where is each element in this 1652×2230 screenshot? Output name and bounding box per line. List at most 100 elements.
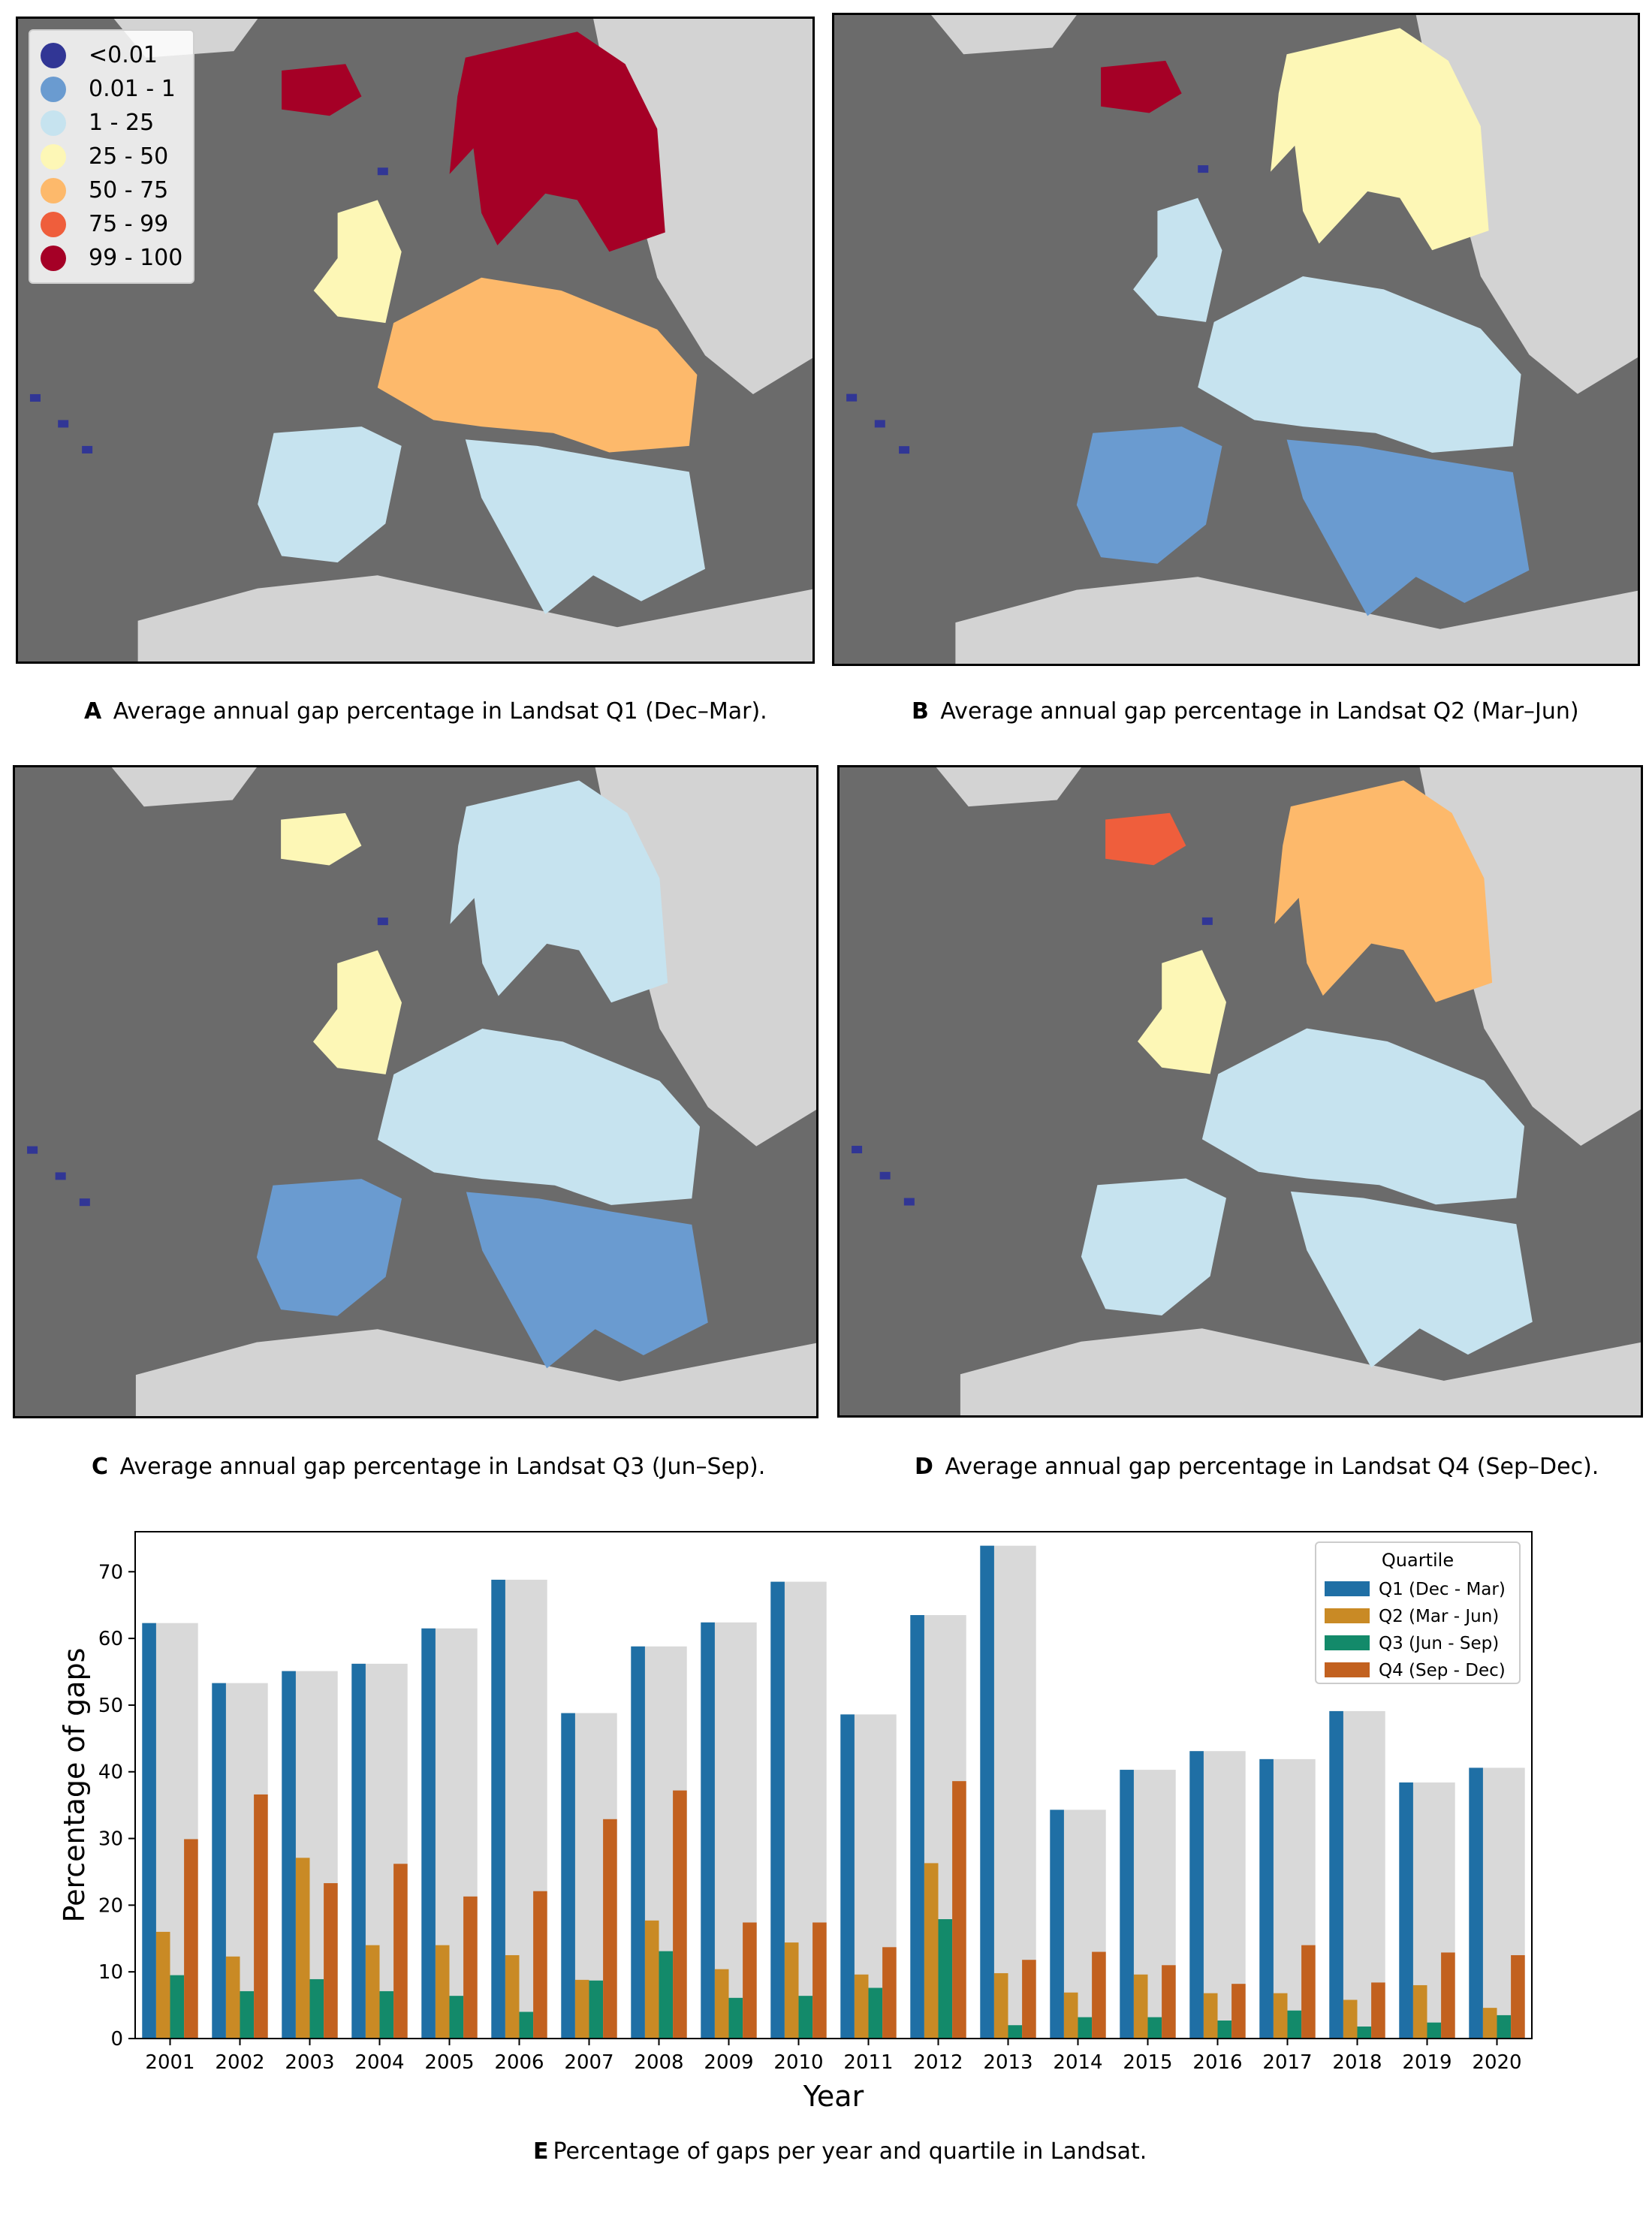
- island-cell: [55, 1172, 66, 1180]
- bar-q1: [1120, 1770, 1134, 2039]
- bar-q2: [295, 1858, 310, 2039]
- legend-item: <0.01: [41, 38, 182, 72]
- bar-q2: [1203, 1993, 1218, 2039]
- map-region-iceland: [281, 812, 362, 866]
- map-region-central: [1198, 276, 1521, 453]
- legend-label: 1 - 25: [89, 110, 155, 136]
- x-tick-label: 2002: [215, 2051, 264, 2074]
- bar-q4: [1092, 1951, 1106, 2039]
- island-cell: [1198, 165, 1209, 173]
- y-tick-label: 20: [98, 1894, 123, 1917]
- bar-q1: [1329, 1710, 1343, 2039]
- island-cell: [879, 1171, 891, 1180]
- bar-q2: [1343, 1999, 1358, 2039]
- bar-q2: [784, 1942, 799, 2039]
- bar-q4: [1371, 1982, 1385, 2039]
- legend-item: 25 - 50: [41, 140, 182, 173]
- legend-label: 50 - 75: [89, 177, 169, 203]
- legend-swatch: [41, 76, 66, 102]
- x-tick-label: 2009: [704, 2051, 753, 2074]
- africa-land: [960, 1328, 1641, 1415]
- bar-q3: [1287, 2010, 1302, 2039]
- caption-letter: E: [533, 2138, 549, 2165]
- bar-q2: [1063, 1992, 1078, 2039]
- map-panel-c: [13, 765, 818, 1418]
- bar-chart: 0 10 20 30 40 50 60 70 2001 2002 2003 2004 2005 2006 2…: [58, 1531, 1533, 2113]
- caption-text: Average annual gap percentage in Landsat…: [945, 1454, 1599, 1480]
- bar-q3: [379, 1990, 394, 2039]
- bar-q3: [240, 1990, 255, 2039]
- y-tick-label: 0: [110, 2028, 123, 2051]
- bar-q1: [910, 1615, 924, 2039]
- bar-q3: [1008, 2025, 1023, 2039]
- legend-swatch: [41, 245, 66, 271]
- y-tick-label: 60: [98, 1628, 123, 1650]
- y-tick-label: 40: [98, 1761, 123, 1784]
- map-region-iceland: [1105, 812, 1186, 866]
- bar-q4: [1441, 1952, 1455, 2039]
- island-cell: [903, 1198, 915, 1206]
- map-region-scandinavia: [450, 780, 668, 1003]
- legend-item: 99 - 100: [41, 241, 182, 275]
- plot-frame: [134, 1531, 1533, 2039]
- bar-q4: [673, 1790, 687, 2039]
- legend-entry: Q1 (Dec - Mar): [1379, 1580, 1506, 1599]
- island-cell: [82, 445, 93, 454]
- map-region-italy-balkans: [466, 1192, 708, 1369]
- bar-q4: [1231, 1984, 1246, 2039]
- map-region-scandinavia: [1271, 28, 1489, 251]
- bar-q4: [952, 1781, 966, 2039]
- map-region-iberia: [1081, 1178, 1226, 1315]
- legend-label: 25 - 50: [89, 143, 169, 170]
- x-tick-label: 2008: [634, 2051, 683, 2074]
- bar-q3: [728, 1997, 743, 2039]
- map-region-scandinavia: [1274, 780, 1493, 1002]
- map-a-canvas: [29, 19, 812, 661]
- caption-b: B Average annual gap percentage in Lands…: [912, 698, 1579, 725]
- bar-q4: [743, 1922, 757, 2039]
- legend-entry: Q4 (Sep - Dec): [1379, 1661, 1506, 1680]
- island-cell: [852, 1146, 863, 1154]
- africa-land: [135, 1329, 816, 1416]
- map-panel-b: [832, 13, 1640, 666]
- legend-swatch: [41, 177, 66, 203]
- map-region-iberia: [258, 426, 402, 563]
- caption-letter: B: [912, 698, 929, 725]
- bar-q3: [449, 1996, 464, 2039]
- map-b-canvas: [846, 15, 1638, 664]
- map-region-central: [377, 1029, 700, 1205]
- x-tick-label: 2018: [1332, 2051, 1382, 2074]
- legend-label: 0.01 - 1: [89, 76, 176, 102]
- x-tick-label: 2016: [1192, 2051, 1242, 2074]
- bar-q4: [603, 1819, 617, 2039]
- caption-c: C Average annual gap percentage in Lands…: [92, 1454, 765, 1480]
- bar-q3: [1357, 2027, 1372, 2039]
- bar-q3: [1078, 2017, 1093, 2039]
- map-region-british-isles: [1133, 197, 1222, 322]
- x-tick-label: 2013: [983, 2051, 1032, 2074]
- x-tick-label: 2011: [843, 2051, 893, 2074]
- island-cell: [29, 393, 41, 402]
- bar-q4: [184, 1839, 198, 2039]
- x-tick-label: 2015: [1123, 2051, 1172, 2074]
- bar-q2: [155, 1931, 170, 2039]
- greenland-land: [936, 767, 1081, 807]
- legend-swatch: [1325, 1662, 1370, 1677]
- bar-q2: [574, 1979, 589, 2039]
- bar-q1: [491, 1579, 505, 2039]
- legend-swatch: [1325, 1581, 1370, 1596]
- bar-q1: [421, 1628, 436, 2039]
- island-cell: [874, 420, 885, 428]
- bar-q2: [1412, 1984, 1427, 2039]
- x-tick-label: 2019: [1402, 2051, 1452, 2074]
- caption-letter: C: [92, 1454, 109, 1480]
- map-region-italy-balkans: [1286, 439, 1530, 616]
- bar-q1: [701, 1622, 715, 2039]
- bar-q4: [393, 1864, 408, 2039]
- x-tick-label: 2005: [424, 2051, 474, 2074]
- island-cell: [846, 393, 858, 402]
- bar-q2: [225, 1956, 240, 2039]
- bar-q2: [1273, 1993, 1288, 2039]
- bar-q4: [882, 1947, 897, 2039]
- bar-q3: [170, 1975, 185, 2039]
